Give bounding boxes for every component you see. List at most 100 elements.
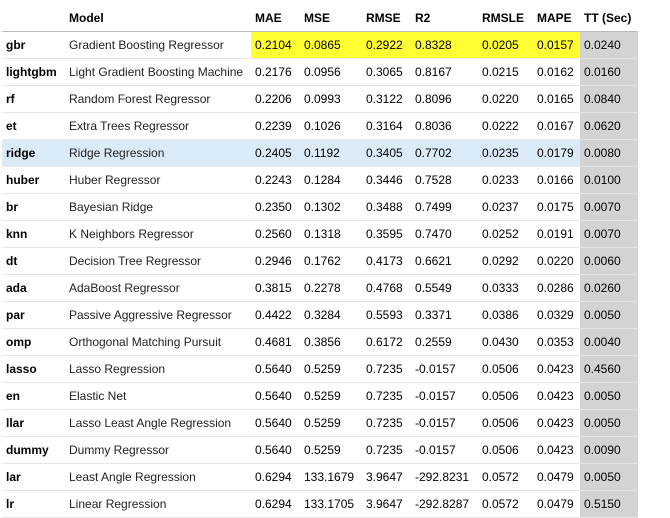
row-index: en — [2, 382, 65, 410]
mse-cell: 0.2278 — [300, 274, 362, 302]
model-name-cell: Elastic Net — [65, 382, 251, 410]
mape-cell: 0.0162 — [533, 58, 580, 86]
model-name-cell: Orthogonal Matching Pursuit — [65, 328, 251, 356]
row-index: gbr — [2, 31, 65, 59]
tt-cell: 0.4560 — [580, 355, 638, 383]
tt-cell: 0.0040 — [580, 328, 638, 356]
tt-cell: 0.5150 — [580, 490, 638, 518]
header-model: Model — [65, 4, 251, 32]
model-name-cell: Decision Tree Regressor — [65, 247, 251, 275]
rmsle-cell: 0.0205 — [478, 31, 533, 59]
rmsle-cell: 0.0506 — [478, 382, 533, 410]
r2-cell: 0.7702 — [411, 139, 478, 167]
r2-cell: -0.0157 — [411, 382, 478, 410]
rmse-cell: 0.3122 — [362, 85, 411, 113]
mape-cell: 0.0329 — [533, 301, 580, 329]
rmsle-cell: 0.0237 — [478, 193, 533, 221]
r2-cell: -0.0157 — [411, 409, 478, 437]
table-row: lar Least Angle Regression 0.6294 133.1679 3… — [2, 463, 638, 491]
mae-cell: 0.5640 — [251, 382, 300, 410]
mape-cell: 0.0220 — [533, 247, 580, 275]
rmsle-cell: 0.0506 — [478, 409, 533, 437]
tt-cell: 0.0620 — [580, 112, 638, 140]
mae-cell: 0.2243 — [251, 166, 300, 194]
model-name-cell: Lasso Least Angle Regression — [65, 409, 251, 437]
model-name-cell: Ridge Regression — [65, 139, 251, 167]
rmsle-cell: 0.0430 — [478, 328, 533, 356]
header-mse: MSE — [300, 4, 362, 32]
mae-cell: 0.5640 — [251, 436, 300, 464]
mae-cell: 0.2560 — [251, 220, 300, 248]
mape-cell: 0.0479 — [533, 490, 580, 518]
rmsle-cell: 0.0292 — [478, 247, 533, 275]
mae-cell: 0.6294 — [251, 463, 300, 491]
row-index: br — [2, 193, 65, 221]
rmse-cell: 0.5593 — [362, 301, 411, 329]
table-row: gbr Gradient Boosting Regressor 0.2104 0.08… — [2, 31, 638, 59]
row-index: dummy — [2, 436, 65, 464]
rmse-cell: 0.2922 — [362, 31, 411, 59]
rmse-cell: 0.7235 — [362, 409, 411, 437]
r2-cell: 0.7470 — [411, 220, 478, 248]
mse-cell: 0.3284 — [300, 301, 362, 329]
model-name-cell: Huber Regressor — [65, 166, 251, 194]
table-row: ada AdaBoost Regressor 0.3815 0.2278 0.4768 0… — [2, 274, 638, 302]
row-index: dt — [2, 247, 65, 275]
model-name-cell: Dummy Regressor — [65, 436, 251, 464]
mape-cell: 0.0167 — [533, 112, 580, 140]
tt-cell: 0.0100 — [580, 166, 638, 194]
table-row: ridge Ridge Regression 0.2405 0.1192 0.3405 0… — [2, 139, 638, 167]
rmse-cell: 0.3488 — [362, 193, 411, 221]
header-rmsle: RMSLE — [478, 4, 533, 32]
mape-cell: 0.0179 — [533, 139, 580, 167]
mse-cell: 0.0956 — [300, 58, 362, 86]
mape-cell: 0.0353 — [533, 328, 580, 356]
tt-cell: 0.0070 — [580, 220, 638, 248]
tt-cell: 0.0090 — [580, 436, 638, 464]
model-name-cell: Least Angle Regression — [65, 463, 251, 491]
mse-cell: 0.1302 — [300, 193, 362, 221]
row-index: lr — [2, 490, 65, 518]
rmsle-cell: 0.0235 — [478, 139, 533, 167]
r2-cell: 0.5549 — [411, 274, 478, 302]
table-body: gbr Gradient Boosting Regressor 0.2104 0.08… — [2, 31, 638, 518]
mae-cell: 0.4422 — [251, 301, 300, 329]
model-name-cell: Passive Aggressive Regressor — [65, 301, 251, 329]
model-name-cell: Bayesian Ridge — [65, 193, 251, 221]
header-index — [2, 4, 65, 32]
r2-cell: -292.8231 — [411, 463, 478, 491]
tt-cell: 0.0240 — [580, 31, 638, 59]
model-name-cell: Gradient Boosting Regressor — [65, 31, 251, 59]
r2-cell: 0.6621 — [411, 247, 478, 275]
row-index: ridge — [2, 139, 65, 167]
rmsle-cell: 0.0233 — [478, 166, 533, 194]
row-index: et — [2, 112, 65, 140]
table-header: Model MAE MSE RMSE R2 RMSLE MAPE TT (Sec… — [2, 4, 638, 32]
row-index: lasso — [2, 355, 65, 383]
rmse-cell: 3.9647 — [362, 463, 411, 491]
header-rmse: RMSE — [362, 4, 411, 32]
mae-cell: 0.2104 — [251, 31, 300, 59]
mae-cell: 0.2946 — [251, 247, 300, 275]
r2-cell: 0.8167 — [411, 58, 478, 86]
rmse-cell: 3.9647 — [362, 490, 411, 518]
table-row: llar Lasso Least Angle Regression 0.5640 0.… — [2, 409, 638, 437]
table-row: huber Huber Regressor 0.2243 0.1284 0.3446 0.… — [2, 166, 638, 194]
mse-cell: 0.1192 — [300, 139, 362, 167]
mse-cell: 0.3856 — [300, 328, 362, 356]
rmsle-cell: 0.0572 — [478, 490, 533, 518]
row-index: llar — [2, 409, 65, 437]
mae-cell: 0.3815 — [251, 274, 300, 302]
mae-cell: 0.2176 — [251, 58, 300, 86]
model-name-cell: Linear Regression — [65, 490, 251, 518]
mae-cell: 0.5640 — [251, 409, 300, 437]
r2-cell: 0.2559 — [411, 328, 478, 356]
mape-cell: 0.0191 — [533, 220, 580, 248]
table-row: dt Decision Tree Regressor 0.2946 0.1762 0.4… — [2, 247, 638, 275]
model-name-cell: Lasso Regression — [65, 355, 251, 383]
tt-cell: 0.0840 — [580, 85, 638, 113]
r2-cell: -0.0157 — [411, 436, 478, 464]
tt-cell: 0.0080 — [580, 139, 638, 167]
rmsle-cell: 0.0572 — [478, 463, 533, 491]
mae-cell: 0.2350 — [251, 193, 300, 221]
